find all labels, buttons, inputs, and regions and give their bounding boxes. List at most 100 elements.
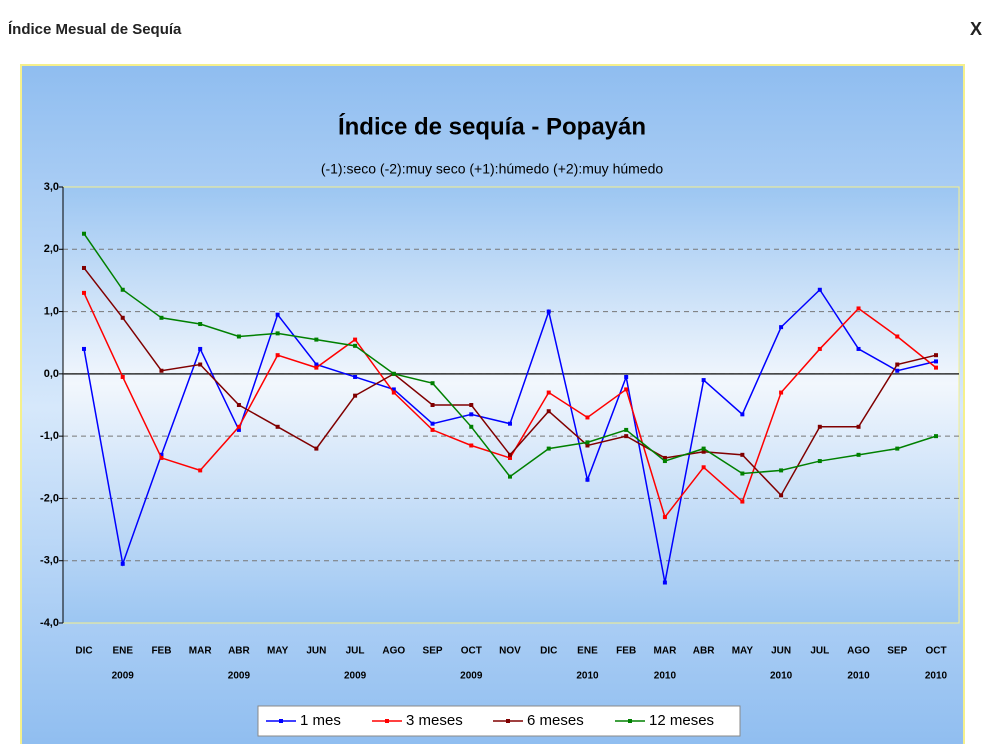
x-tick-label: JUL: [346, 646, 365, 657]
point: [391, 390, 396, 395]
y-tick-label: -4,0: [40, 617, 59, 629]
x-tick-label: ABR: [228, 646, 250, 657]
x-tick-label: SEP: [423, 646, 443, 657]
point: [856, 306, 861, 311]
legend-marker: [279, 719, 283, 723]
x-sublabel: 2010: [925, 671, 948, 682]
point: [236, 427, 241, 432]
x-tick-label: DIC: [75, 646, 92, 657]
point: [934, 434, 938, 439]
x-tick-label: SEP: [887, 646, 907, 657]
point: [391, 371, 396, 376]
x-sublabel: 2010: [654, 671, 677, 682]
close-button[interactable]: X: [970, 19, 982, 39]
point: [662, 580, 667, 585]
point: [817, 424, 822, 429]
x-tick-label: AGO: [847, 646, 870, 657]
x-tick-label: ENE: [577, 646, 598, 657]
x-tick-label: MAR: [189, 646, 213, 657]
point: [198, 362, 203, 367]
point: [236, 403, 241, 407]
point: [120, 315, 125, 320]
x-tick-label: FEB: [616, 646, 636, 657]
point: [391, 387, 396, 392]
point: [353, 393, 358, 398]
point: [895, 334, 900, 339]
point: [314, 362, 319, 367]
point: [895, 446, 900, 451]
point: [740, 471, 745, 476]
point: [82, 231, 86, 236]
point: [236, 334, 241, 339]
y-tick-label: -3,0: [40, 555, 59, 567]
x-sublabel: 2009: [344, 671, 367, 682]
point: [120, 561, 125, 566]
x-tick-label: DIC: [540, 646, 557, 657]
point: [740, 412, 745, 417]
point: [508, 452, 512, 457]
x-tick-label: MAY: [267, 646, 289, 657]
point: [353, 343, 358, 348]
x-sublabel: 2009: [460, 671, 483, 682]
x-tick-label: ABR: [693, 646, 715, 657]
x-sublabel: 2010: [576, 671, 599, 682]
point: [275, 331, 280, 336]
point: [469, 443, 474, 448]
point: [430, 381, 435, 386]
chart-title: Índice de sequía - Popayán: [338, 112, 646, 140]
point: [546, 390, 551, 395]
y-tick-label: -1,0: [40, 430, 59, 442]
point: [120, 374, 125, 379]
x-tick-label: JUN: [306, 646, 326, 657]
point: [159, 315, 164, 320]
point: [856, 452, 861, 457]
chart-subtitle: (-1):seco (-2):muy seco (+1):húmedo (+2)…: [321, 161, 664, 177]
x-tick-label: FEB: [151, 646, 171, 657]
legend-label: 12 meses: [649, 712, 714, 729]
point: [469, 424, 474, 429]
point: [624, 427, 629, 432]
point: [314, 446, 319, 451]
point: [895, 362, 900, 367]
point: [779, 493, 784, 498]
point: [585, 440, 590, 445]
header-title: Índice Mesual de Sequía: [8, 21, 182, 38]
y-tick-label: -2,0: [40, 492, 59, 504]
plot-area: [62, 186, 960, 624]
x-tick-label: OCT: [461, 646, 482, 657]
point: [701, 446, 706, 451]
point: [662, 515, 667, 520]
point: [624, 374, 629, 379]
point: [546, 446, 551, 451]
y-tick-label: 2,0: [44, 243, 59, 255]
x-sublabel: 2009: [228, 671, 251, 682]
point: [934, 359, 938, 364]
point: [314, 365, 319, 370]
point: [546, 309, 551, 314]
point: [82, 346, 86, 351]
y-tick-label: 3,0: [44, 181, 59, 193]
point: [353, 374, 358, 379]
legend-marker: [385, 719, 389, 723]
point: [624, 434, 629, 439]
point: [856, 424, 861, 429]
point: [430, 427, 435, 432]
point: [662, 459, 667, 464]
point: [82, 290, 86, 295]
x-sublabel: 2010: [847, 671, 870, 682]
point: [895, 368, 900, 373]
point: [701, 378, 706, 383]
point: [779, 390, 784, 395]
x-tick-label: MAY: [732, 646, 754, 657]
x-tick-label: JUL: [810, 646, 829, 657]
x-tick-label: JUN: [771, 646, 791, 657]
point: [275, 424, 280, 429]
point: [779, 468, 784, 473]
point: [856, 346, 861, 351]
x-tick-label: AGO: [382, 646, 405, 657]
point: [701, 465, 706, 470]
point: [275, 312, 280, 317]
point: [779, 325, 784, 330]
point: [198, 322, 203, 327]
point: [546, 409, 551, 414]
